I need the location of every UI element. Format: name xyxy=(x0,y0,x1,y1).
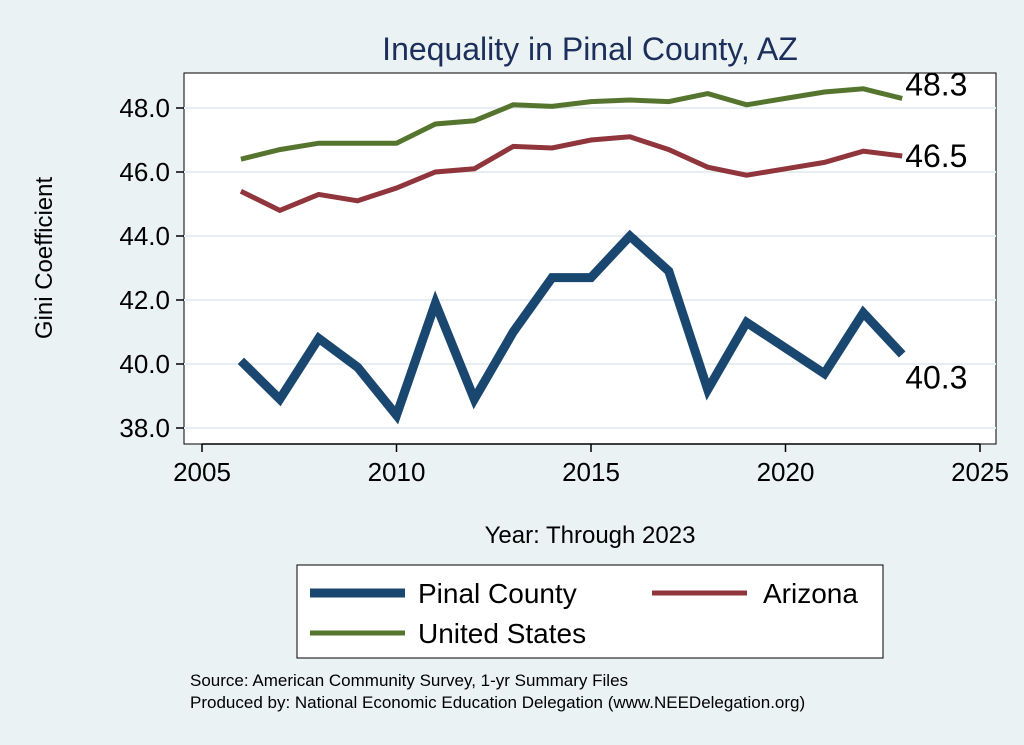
legend-label-pinal: Pinal County xyxy=(418,578,577,609)
x-tick-label: 2025 xyxy=(951,457,1009,487)
end-label-pinal-county: 40.3 xyxy=(905,359,967,395)
end-label-arizona: 46.5 xyxy=(905,138,967,174)
plot-area xyxy=(183,72,997,445)
end-labels: 40.3 46.5 48.3 xyxy=(905,66,967,395)
x-tick-label: 2020 xyxy=(757,457,815,487)
grid xyxy=(184,107,996,429)
chart-title: Inequality in Pinal County, AZ xyxy=(382,31,798,67)
series-line-united-states xyxy=(240,86,903,162)
produced-by-line: Produced by: National Economic Education… xyxy=(190,693,805,712)
series-line-pinal-county xyxy=(237,229,906,425)
series-layer xyxy=(237,86,906,425)
legend-label-us: United States xyxy=(418,618,586,649)
y-tick-label: 44.0 xyxy=(119,221,170,251)
x-tick-label: 2005 xyxy=(173,457,231,487)
x-tick-label: 2010 xyxy=(368,457,426,487)
y-axis-label: Gini Coefficient xyxy=(31,177,58,340)
y-tick-label: 42.0 xyxy=(119,285,170,315)
x-axis-label: Year: Through 2023 xyxy=(485,522,696,549)
y-tick-label: 38.0 xyxy=(119,413,170,443)
y-tick-label: 46.0 xyxy=(119,157,170,187)
y-tick-label: 40.0 xyxy=(119,349,170,379)
x-tick-label: 2015 xyxy=(562,457,620,487)
source-line: Source: American Community Survey, 1-yr … xyxy=(190,671,628,690)
series-line-arizona xyxy=(239,134,903,214)
y-tick-label: 48.0 xyxy=(119,93,170,123)
end-label-united-states: 48.3 xyxy=(905,66,967,102)
legend-label-arizona: Arizona xyxy=(763,578,858,609)
legend-box xyxy=(296,564,884,659)
axes: 38.0 40.0 42.0 44.0 46.0 48.0 2005 2010 2015 2020… xyxy=(119,93,1009,487)
